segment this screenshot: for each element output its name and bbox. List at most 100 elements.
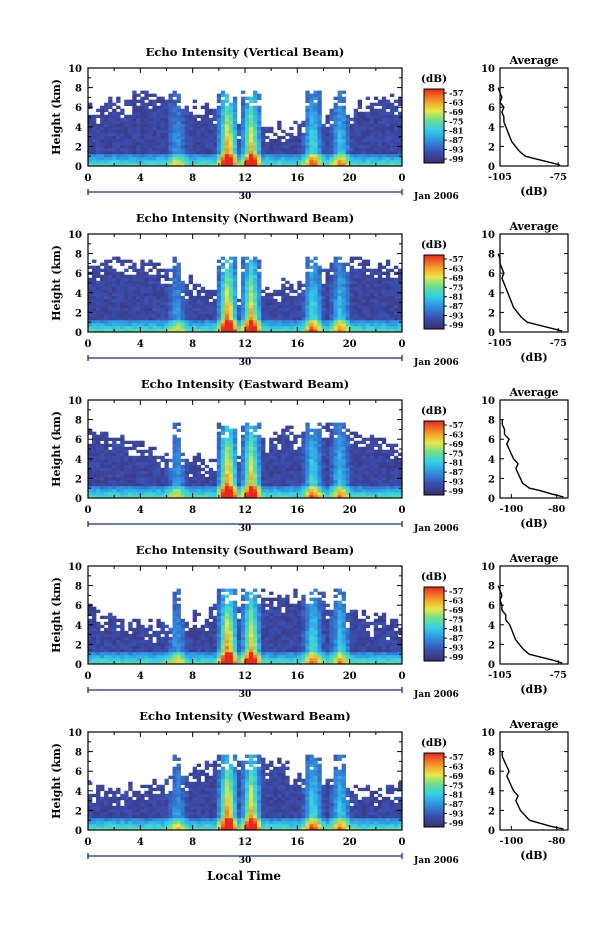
colorbar-tick-label: -69 (449, 107, 464, 117)
avg-y-tick-label: 10 (481, 64, 495, 75)
colorbar (423, 420, 445, 496)
avg-y-tick-label: 2 (488, 474, 495, 485)
x-tick-label: 0 (85, 837, 92, 848)
avg-y-tick-label: 0 (488, 660, 495, 671)
colorbar-tick-label: -63 (449, 263, 464, 273)
colorbar-units: (dB) (421, 571, 447, 583)
x-tick-label: 20 (343, 339, 357, 350)
avg-x-tick-label: -80 (548, 836, 566, 847)
avg-y-tick-label: 2 (488, 308, 495, 319)
colorbar-tick-label: -75 (449, 780, 463, 790)
y-axis-label: Height (km) (50, 577, 63, 653)
y-tick-label: 2 (75, 474, 82, 485)
y-tick-label: 2 (75, 142, 82, 153)
colorbar-tick-label: -87 (449, 135, 463, 145)
colorbar-tick-label: -63 (449, 761, 464, 771)
colorbar (423, 752, 445, 828)
colorbar-tick-label: -93 (449, 477, 464, 487)
x-tick-label: 4 (137, 339, 144, 350)
day-label: 30 (239, 358, 252, 368)
y-tick-label: 8 (75, 748, 82, 759)
colorbar-tick-label: -69 (449, 273, 464, 283)
heatmap-field (88, 422, 403, 499)
colorbar (423, 254, 445, 330)
colorbar-tick-label: -81 (449, 126, 463, 136)
colorbar-units: (dB) (421, 737, 447, 749)
colorbar-tick-label: -75 (449, 614, 463, 624)
average-profile-line (501, 751, 564, 830)
avg-y-tick-label: 6 (488, 269, 495, 280)
x-tick-label: 0 (399, 671, 406, 682)
avg-y-tick-label: 8 (488, 582, 495, 593)
avg-y-tick-label: 2 (488, 640, 495, 651)
x-tick-label: 8 (189, 671, 196, 682)
colorbar-tick-label: -81 (449, 292, 463, 302)
x-tick-label: 4 (137, 671, 144, 682)
x-tick-label: 0 (85, 671, 92, 682)
y-tick-label: 4 (75, 787, 82, 798)
average-title: Average (508, 718, 558, 731)
colorbar-tick-label: -87 (449, 467, 463, 477)
day-label: 30 (239, 856, 252, 866)
x-tick-label: 20 (343, 837, 357, 848)
colorbar-tick-label: -81 (449, 624, 463, 634)
average-profile-line (501, 419, 564, 498)
colorbar-tick-label: -57 (449, 752, 463, 762)
y-axis-label: Height (km) (50, 743, 63, 819)
colorbar-tick-label: -57 (449, 420, 463, 430)
x-axis-label: Local Time (207, 869, 281, 883)
x-tick-label: 4 (137, 505, 144, 516)
avg-x-tick-label: -75 (550, 338, 567, 349)
colorbar-tick-label: -63 (449, 429, 464, 439)
x-tick-label: 0 (85, 173, 92, 184)
x-tick-label: 8 (189, 505, 196, 516)
y-tick-label: 4 (75, 621, 82, 632)
heatmap-field (88, 90, 403, 167)
y-tick-label: 8 (75, 416, 82, 427)
y-tick-label: 10 (68, 562, 82, 573)
colorbar-tick-label: -69 (449, 605, 464, 615)
average-title: Average (508, 552, 558, 565)
colorbar-tick-label: -87 (449, 633, 463, 643)
y-tick-label: 10 (68, 64, 82, 75)
beam-panel: Echo Intensity (Northward Beam) 0 2 4 6 8 10 He… (50, 211, 569, 368)
x-tick-label: 16 (290, 505, 304, 516)
colorbar-tick-label: -93 (449, 809, 464, 819)
average-title: Average (508, 54, 558, 67)
colorbar-tick-label: -93 (449, 311, 464, 321)
y-tick-label: 0 (75, 826, 82, 837)
x-tick-label: 12 (238, 671, 252, 682)
colorbar-tick-label: -75 (449, 116, 463, 126)
y-tick-label: 0 (75, 328, 82, 339)
beam-panel: Echo Intensity (Southward Beam) 0 2 4 6 8 10 He… (50, 543, 569, 700)
x-tick-label: 20 (343, 505, 357, 516)
average-title: Average (508, 220, 558, 233)
beam-panel: Echo Intensity (Westward Beam) 0 2 4 6 8 10 Hei… (50, 709, 569, 866)
avg-y-tick-label: 6 (488, 435, 495, 446)
x-tick-label: 16 (290, 671, 304, 682)
panel-title: Echo Intensity (Vertical Beam) (146, 45, 345, 59)
y-tick-label: 10 (68, 728, 82, 739)
avg-y-tick-label: 4 (488, 621, 495, 632)
avg-x-tick-label: -105 (488, 338, 512, 349)
date-label: Jan 2006 (413, 358, 459, 368)
average-profile-panel: Average 0 2 4 6 8 10 -105 -75(dB) (481, 552, 569, 696)
beam-panel: Echo Intensity (Vertical Beam) 0 2 4 6 8 10 Hei… (50, 45, 569, 202)
avg-x-tick-label: -75 (550, 670, 567, 681)
avg-x-tick-label: -80 (548, 504, 566, 515)
y-tick-label: 6 (75, 435, 82, 446)
colorbar-tick-label: -87 (449, 301, 463, 311)
y-tick-label: 6 (75, 601, 82, 612)
avg-x-axis-label: (dB) (520, 849, 547, 862)
avg-y-tick-label: 10 (481, 230, 495, 241)
avg-x-axis-label: (dB) (520, 517, 547, 530)
colorbar-tick-label: -81 (449, 458, 463, 468)
colorbar-tick-label: -75 (449, 282, 463, 292)
y-tick-label: 10 (68, 396, 82, 407)
avg-y-tick-label: 4 (488, 787, 495, 798)
day-label: 30 (239, 524, 252, 534)
x-tick-label: 0 (399, 837, 406, 848)
beam-panel: Echo Intensity (Eastward Beam) 0 2 4 6 8 10 Hei… (50, 377, 569, 534)
panel-title: Echo Intensity (Westward Beam) (139, 709, 350, 723)
colorbar-tick-label: -63 (449, 595, 464, 605)
